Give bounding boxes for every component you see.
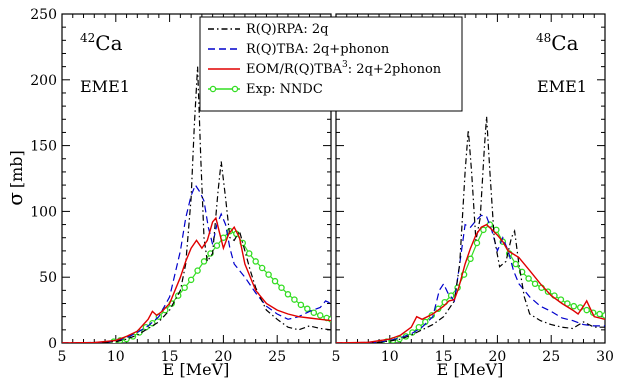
data-point-exp (596, 310, 603, 318)
y-tick-label: 50 (39, 270, 57, 286)
series-line-tba (62, 183, 331, 343)
data-point-exp (252, 258, 259, 265)
data-point-exp (278, 284, 285, 291)
data-point-exp (525, 275, 532, 282)
y-tick-label: 0 (48, 336, 57, 352)
series-line-rpa (62, 66, 331, 343)
data-point-exp (271, 277, 279, 285)
data-point-exp (284, 291, 292, 298)
x-tick-label: 15 (435, 349, 453, 365)
data-point-exp (583, 306, 590, 314)
panel-48ca-x-axis-label: E [MeV] (437, 360, 504, 379)
legend-label-sup: 3 (342, 60, 348, 70)
data-point-exp (415, 323, 423, 331)
legend-label-eom: EOM/R(Q)TBA3: 2q+2phonon (246, 60, 442, 77)
panel-48ca-curves (336, 116, 605, 343)
svg-text:σ[mb]: σ [mb] (3, 150, 27, 206)
panel-42ca-symbol: Ca (95, 31, 122, 55)
series-line-rpa (336, 116, 605, 343)
x-tick-label: 5 (58, 349, 67, 365)
data-point-exp (291, 296, 298, 303)
data-point-exp (327, 316, 331, 323)
x-tick-label: 30 (596, 349, 614, 365)
panel-48ca-frame (335, 13, 606, 344)
data-point-exp (245, 250, 253, 257)
legend-label-tail: : 2q+2phonon (348, 62, 442, 77)
panel-48ca-symbol: Ca (551, 31, 578, 55)
series-line-tba (336, 214, 605, 343)
y-tick-label: 150 (30, 139, 57, 155)
data-point-exp (467, 255, 474, 263)
panel-42ca-nucleus-label: 42Ca (80, 31, 123, 55)
data-point-exp (316, 312, 324, 319)
series-line-eom (62, 216, 331, 343)
legend-label-tba: R(Q)TBA: 2q+phonon (246, 42, 390, 57)
x-tick-label: 10 (381, 349, 399, 365)
data-point-exp (265, 271, 272, 278)
panel-48ca-nucleus-label: 48Ca (536, 31, 579, 55)
data-point-exp (570, 302, 578, 310)
data-point-exp (194, 267, 201, 274)
x-tick-label: 10 (107, 349, 125, 365)
data-point-exp (200, 258, 208, 265)
data-point-exp (174, 292, 182, 299)
data-point-exp (310, 309, 318, 316)
data-point-exp (480, 226, 487, 234)
data-point-exp (601, 312, 605, 319)
data-point-exp (187, 276, 195, 284)
x-tick-label: 25 (268, 349, 286, 365)
legend-label-main: EOM/R(Q)TBA (246, 62, 343, 77)
y-axis-label: σ [mb] (3, 150, 27, 206)
panel-42ca-x-axis-label: E [MeV] (163, 360, 230, 379)
data-point-exp (531, 280, 539, 288)
x-tick-label: 5 (332, 349, 341, 365)
panel-42ca-frame (61, 13, 332, 344)
x-tick-label: 20 (488, 349, 506, 365)
x-tick-label: 25 (542, 349, 560, 365)
panel-48ca-mass: 48 (536, 31, 551, 45)
panel-48ca-ticks: 5 10 15 20 25 30 (332, 13, 614, 365)
legend: R(Q)RPA: 2q R(Q)TBA: 2q+phonon EOM/R(Q)TBA… (199, 16, 463, 112)
x-tick-label: 20 (214, 349, 232, 365)
data-point-exp (181, 284, 188, 291)
legend-marker-exp (209, 85, 217, 93)
panel-42ca-curves (62, 66, 331, 343)
data-point-exp (473, 239, 481, 247)
data-point-exp (512, 260, 519, 268)
panel-42ca-model-label: EME1 (80, 77, 130, 96)
data-point-exp (447, 292, 455, 299)
panel-48ca: 5 10 15 20 25 30 48Ca EME1 E [MeV] (332, 13, 614, 379)
data-point-exp (297, 301, 305, 309)
legend-box (199, 16, 463, 112)
data-point-exp (213, 242, 221, 249)
legend-label-exp: Exp: NNDC (246, 82, 323, 97)
x-tick-label: 15 (161, 349, 179, 365)
legend-label-rpa: R(Q)RPA: 2q (246, 22, 328, 37)
panel-42ca-mass: 42 (80, 31, 95, 45)
y-axis-label-unit: [mb] (7, 150, 26, 188)
y-axis-label-symbol: σ (3, 192, 27, 206)
y-tick-label: 100 (30, 204, 57, 220)
data-point-exp (142, 323, 150, 331)
panel-48ca-model-label: EME1 (537, 77, 587, 96)
legend-marker-exp (231, 85, 239, 93)
series-line-eom (336, 223, 605, 343)
y-tick-label: 200 (30, 73, 57, 89)
data-point-exp (258, 264, 266, 272)
y-tick-label: 250 (30, 7, 57, 23)
data-point-exp (304, 305, 311, 313)
